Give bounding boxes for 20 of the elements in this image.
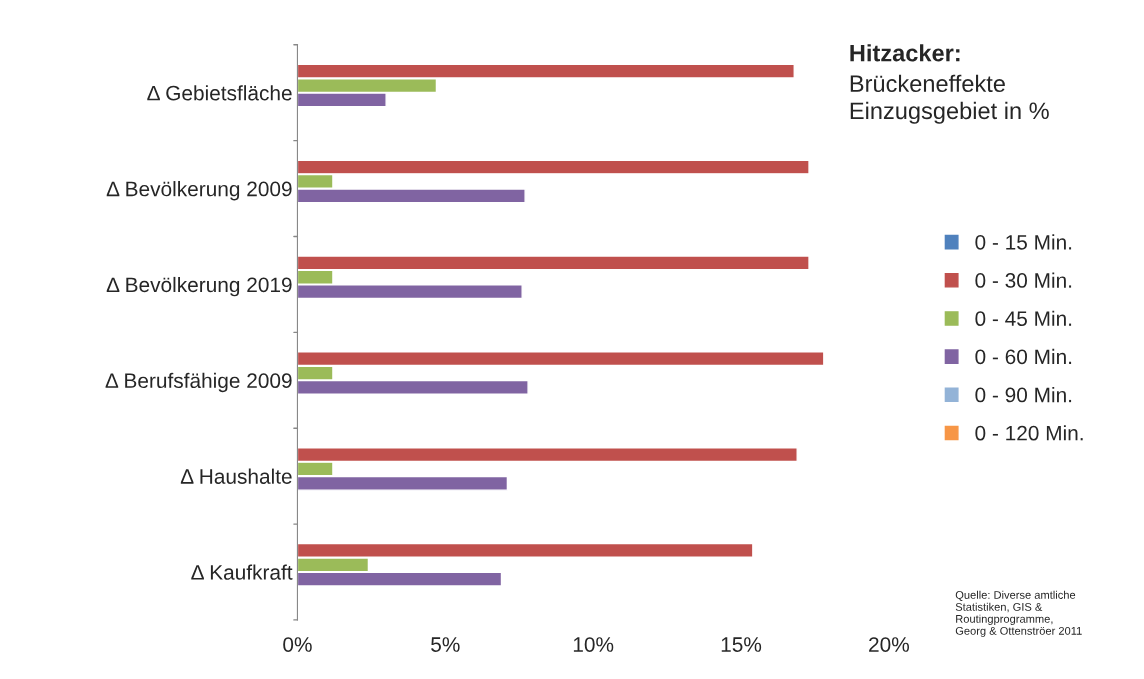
legend-label: 0 - 120 Min. bbox=[975, 425, 1083, 441]
y-tick-label: Δ Gebietsfläche bbox=[147, 85, 292, 101]
legend-label: 0 - 30 Min. bbox=[975, 272, 1072, 288]
source-note: Quelle: Diverse amtliche Statistiken, GIS & Routingprogramme, Georg & Ottenströer 2011 bbox=[955, 590, 1082, 637]
x-tick-label: 5% bbox=[431, 637, 460, 652]
y-tick-label: Δ Bevölkerung 2009 bbox=[106, 181, 292, 201]
x-tick-label: 20% bbox=[869, 637, 909, 652]
legend-label: 0 - 15 Min. bbox=[975, 234, 1072, 250]
y-tick-label: Δ Berufsfähige 2009 bbox=[105, 372, 292, 393]
text: Brückeneffekte Einzugsgebiet in % bbox=[850, 74, 1049, 124]
x-tick-label: 10% bbox=[573, 637, 614, 652]
y-tick-label: Δ Kaufkraft bbox=[191, 564, 293, 580]
chart-title: Hitzacker: bbox=[850, 44, 960, 62]
legend-label: 0 - 90 Min. bbox=[975, 387, 1072, 403]
x-tick-label: 15% bbox=[721, 637, 762, 652]
x-tick-label: 0% bbox=[283, 637, 312, 652]
y-tick-label: Δ Haushalte bbox=[180, 468, 292, 484]
legend-label: 0 - 60 Min. bbox=[975, 348, 1072, 365]
legend-label: 0 - 45 Min. bbox=[975, 310, 1072, 327]
y-tick-label: Δ Bevölkerung 2019 bbox=[106, 276, 292, 297]
